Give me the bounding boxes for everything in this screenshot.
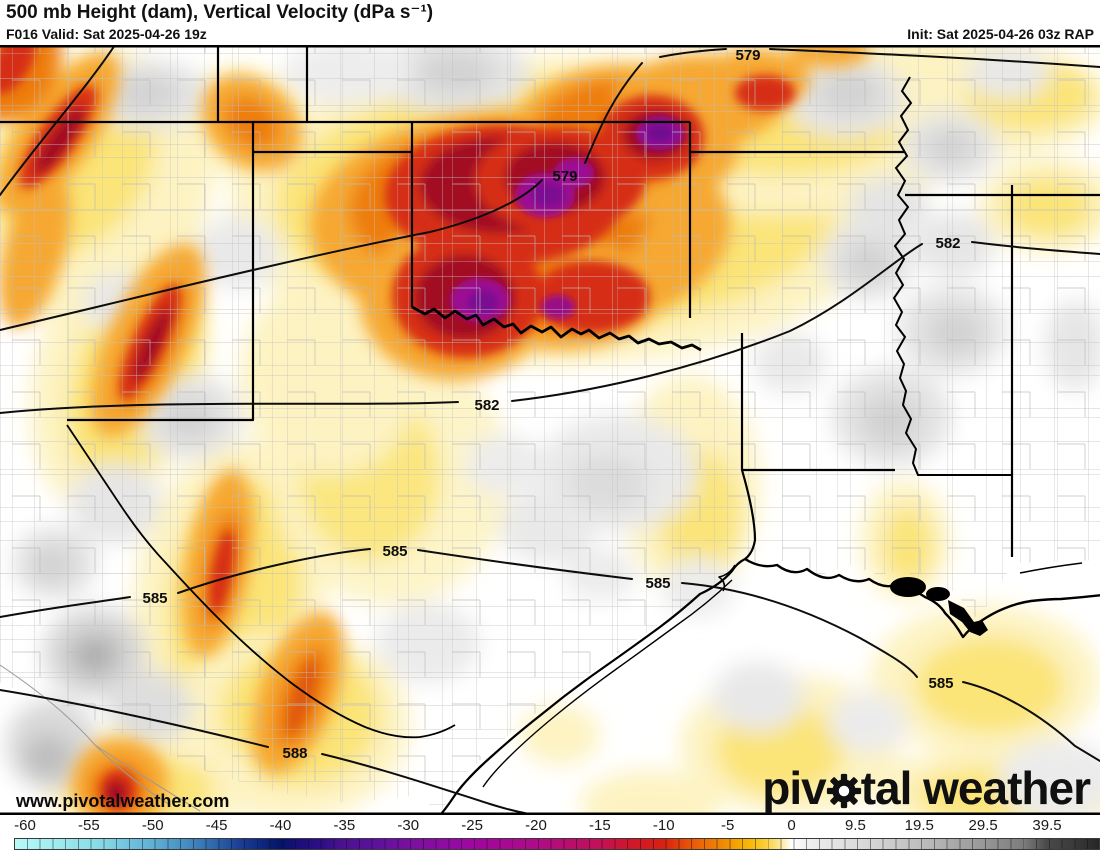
contour-label: 582 xyxy=(474,397,499,414)
colorbar-tick: 29.5 xyxy=(968,817,998,834)
colorbar-tick: -10 xyxy=(652,817,675,834)
logo-text-piv: piv xyxy=(762,762,826,814)
contour-label: 579 xyxy=(735,47,760,64)
map-bottom-border xyxy=(0,812,1100,815)
colorbar-tick: 19.5 xyxy=(904,817,934,834)
colorbar-tick: -30 xyxy=(397,817,420,834)
map-canvas: 579 579 582 582 585 585 585 585 588 www.pivotalw… xyxy=(0,45,1100,815)
logo-text-tal-weather: tal weather xyxy=(860,762,1091,814)
page-title: 500 mb Height (dam), Vertical Velocity (… xyxy=(6,2,434,23)
weather-map-svg: 579 579 582 582 585 585 585 585 588 xyxy=(0,45,1100,815)
colorbar-cell-lines xyxy=(15,839,1099,849)
state-borders xyxy=(0,45,1100,560)
mexico-state-lines xyxy=(0,664,201,812)
gear-icon xyxy=(826,773,862,809)
colorbar-tick: -55 xyxy=(78,817,100,834)
contour-label: 582 xyxy=(935,235,960,252)
pivotal-weather-logo: piv tal weather xyxy=(762,762,1091,814)
colorbar-tick: -50 xyxy=(141,817,164,834)
colorbar-tick: 9.5 xyxy=(844,817,866,834)
colorbar-tick-labels: -60 -55 -50 -45 -40 -35 -30 -25 -20 -15 -10 -5 0 9.5 1… xyxy=(0,815,1100,838)
rio-grande-border xyxy=(66,424,456,739)
watermark-url: www.pivotalweather.com xyxy=(16,791,230,811)
contour-label: 585 xyxy=(142,590,167,607)
mississippi-river-border xyxy=(892,76,1012,476)
contour-label: 579 xyxy=(552,168,577,185)
colorbar-tick: 39.5 xyxy=(1032,817,1062,834)
init-time-text: Init: Sat 2025-04-26 03z RAP xyxy=(907,26,1094,42)
colorbar-tick: 0 xyxy=(787,817,796,834)
map-top-border xyxy=(0,45,1100,48)
texas-coastline xyxy=(439,558,746,815)
contour-label: 585 xyxy=(645,575,670,592)
header: 500 mb Height (dam), Vertical Velocity (… xyxy=(0,0,1100,45)
louisiana-coastline xyxy=(744,557,1100,639)
contour-labels: 579 579 582 582 585 585 585 585 588 xyxy=(142,47,960,762)
contour-label: 588 xyxy=(282,745,307,762)
colorbar-tick: -15 xyxy=(589,817,611,834)
colorbar-tick: -25 xyxy=(461,817,483,834)
colorbar-tick: -20 xyxy=(525,817,547,834)
colorbar-tick: -5 xyxy=(720,817,735,834)
colorbar-tick: -35 xyxy=(333,817,356,834)
valid-time-text: F016 Valid: Sat 2025-04-26 19z xyxy=(6,26,207,42)
contour-label: 585 xyxy=(382,543,407,560)
red-river-border xyxy=(411,305,702,352)
colorbar-tick: -45 xyxy=(205,817,228,834)
contour-label: 585 xyxy=(928,675,953,692)
colorbar-tick: -60 xyxy=(14,817,36,834)
height-contours xyxy=(0,45,1100,815)
colorbar xyxy=(14,838,1100,850)
colorbar-tick: -40 xyxy=(269,817,292,834)
